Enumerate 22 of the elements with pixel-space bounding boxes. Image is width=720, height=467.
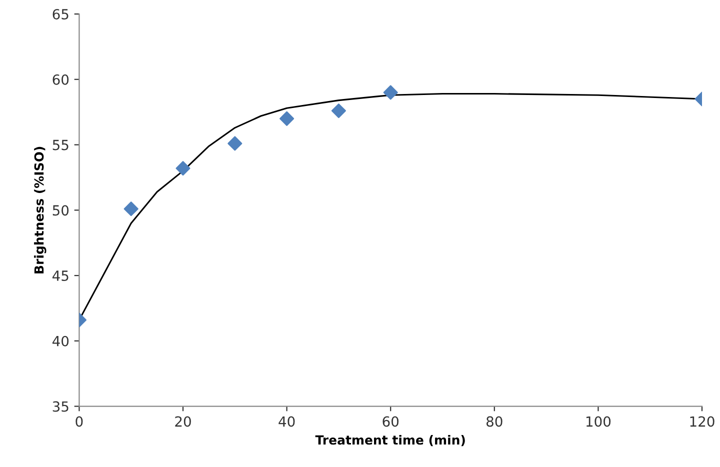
point bbox=[124, 202, 138, 216]
y-tick-label: 40 bbox=[52, 336, 69, 346]
x-tick-label: 0 bbox=[76, 416, 83, 427]
y-tick-label: 35 bbox=[52, 401, 68, 412]
y-axis-title: Brightness (%ISO) bbox=[34, 146, 46, 274]
x-tick-label: 80 bbox=[486, 416, 502, 427]
x-tick-label: 120 bbox=[690, 416, 714, 427]
point bbox=[228, 136, 242, 151]
y-tick-label: 60 bbox=[52, 74, 69, 85]
point bbox=[176, 161, 190, 176]
y-tick-label: 65 bbox=[52, 8, 68, 20]
point bbox=[383, 85, 398, 100]
x-tick-label: 100 bbox=[586, 416, 611, 427]
y-tick-label: 55 bbox=[52, 140, 68, 150]
y-tick-label: 45 bbox=[52, 270, 68, 282]
x-axis-title: Treatment time (min) bbox=[315, 435, 465, 446]
point bbox=[331, 103, 346, 118]
x-tick-label: 40 bbox=[278, 416, 295, 427]
x-tick-label: 20 bbox=[175, 416, 191, 427]
x-tick-label: 60 bbox=[382, 416, 399, 427]
point bbox=[280, 111, 294, 126]
y-tick-label: 50 bbox=[52, 205, 69, 216]
